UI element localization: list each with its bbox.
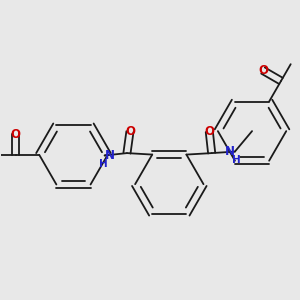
Text: O: O <box>204 125 214 138</box>
Text: H: H <box>232 155 241 165</box>
Text: O: O <box>125 125 135 138</box>
Text: H: H <box>99 159 108 169</box>
Text: O: O <box>11 128 20 141</box>
Text: O: O <box>258 64 268 77</box>
Text: N: N <box>225 145 235 158</box>
Text: N: N <box>105 149 115 162</box>
